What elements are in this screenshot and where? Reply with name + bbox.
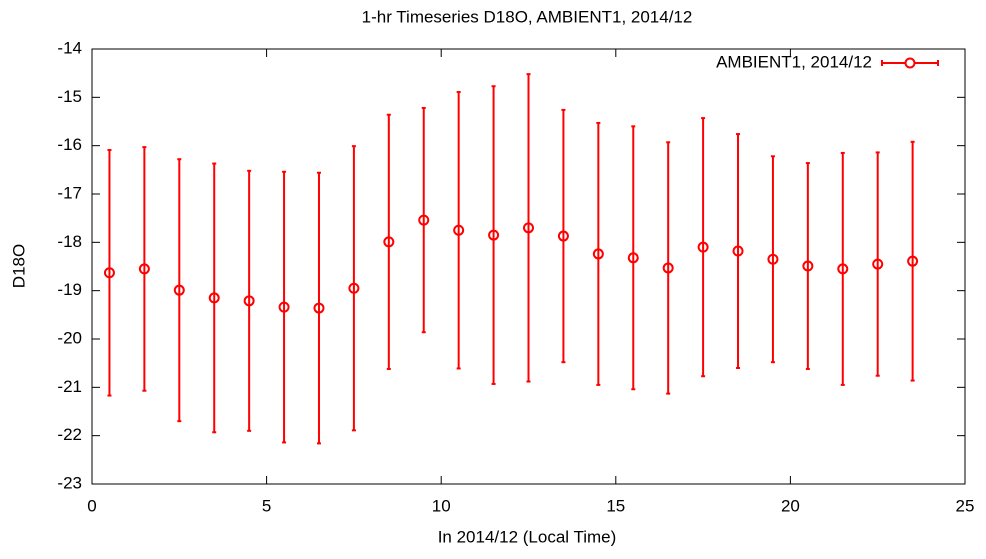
error-bar	[107, 149, 112, 397]
error-bar	[526, 73, 531, 383]
point	[173, 284, 185, 296]
point	[383, 236, 395, 248]
x-tick-label: 10	[432, 496, 451, 515]
error-bar	[247, 169, 252, 432]
error-bar	[631, 125, 636, 391]
point	[592, 248, 604, 260]
error-bar	[561, 108, 566, 364]
error-bar	[456, 91, 461, 370]
x-tick-label: 15	[606, 496, 625, 515]
point	[523, 222, 534, 234]
point	[662, 262, 674, 274]
y-tick-label: -18	[57, 232, 82, 251]
plot-border	[91, 48, 966, 485]
error-bar	[282, 170, 287, 444]
point	[697, 241, 709, 253]
x-tick-label: 20	[781, 496, 800, 515]
error-bar	[840, 151, 845, 386]
x-axis-label: In 2014/12 (Local Time)	[438, 527, 617, 546]
point	[348, 282, 360, 294]
x-tick-label: 25	[956, 496, 975, 515]
error-bar	[666, 141, 671, 395]
error-bar	[770, 155, 775, 364]
error-bar	[910, 140, 915, 382]
y-tick-label: -14	[57, 38, 82, 57]
point	[732, 245, 744, 257]
error-bar	[736, 133, 741, 369]
point	[313, 302, 325, 314]
error-bar	[142, 146, 147, 392]
point	[907, 255, 919, 267]
error-bar	[596, 121, 601, 386]
x-tick-label: 0	[87, 496, 96, 515]
point	[872, 258, 884, 270]
error-bar	[701, 117, 706, 378]
point	[557, 230, 569, 242]
y-axis-label: D18O	[9, 244, 28, 288]
y-tick-label: -20	[57, 328, 82, 347]
y-tick-label: -17	[57, 183, 82, 202]
error-bar	[491, 85, 496, 385]
legend-marker	[904, 57, 916, 69]
error-bar	[316, 171, 321, 445]
error-bar	[212, 162, 217, 434]
point	[767, 253, 779, 265]
error-bar	[351, 145, 356, 432]
point	[278, 301, 290, 313]
y-tick-label: -16	[57, 135, 82, 154]
legend-label: AMBIENT1, 2014/12	[716, 52, 872, 71]
point	[837, 263, 849, 275]
y-tick-label: -22	[57, 425, 82, 444]
chart-title: 1-hr Timeseries D18O, AMBIENT1, 2014/12	[362, 7, 693, 26]
x-tick-label: 5	[262, 496, 271, 515]
y-tick-label: -19	[57, 280, 82, 299]
point	[138, 263, 150, 275]
error-bar	[386, 113, 391, 370]
error-bar	[177, 158, 182, 423]
point	[103, 267, 115, 279]
point	[802, 260, 814, 272]
y-tick-label: -21	[57, 377, 82, 396]
point	[208, 292, 220, 304]
point	[453, 224, 465, 236]
point	[627, 252, 639, 264]
error-bar	[421, 106, 426, 334]
y-tick-label: -23	[57, 473, 82, 492]
error-bar	[805, 162, 810, 370]
y-tick-label: -15	[57, 87, 82, 106]
point	[418, 214, 430, 226]
error-bar	[875, 151, 880, 377]
point	[243, 295, 255, 307]
point	[488, 229, 500, 241]
